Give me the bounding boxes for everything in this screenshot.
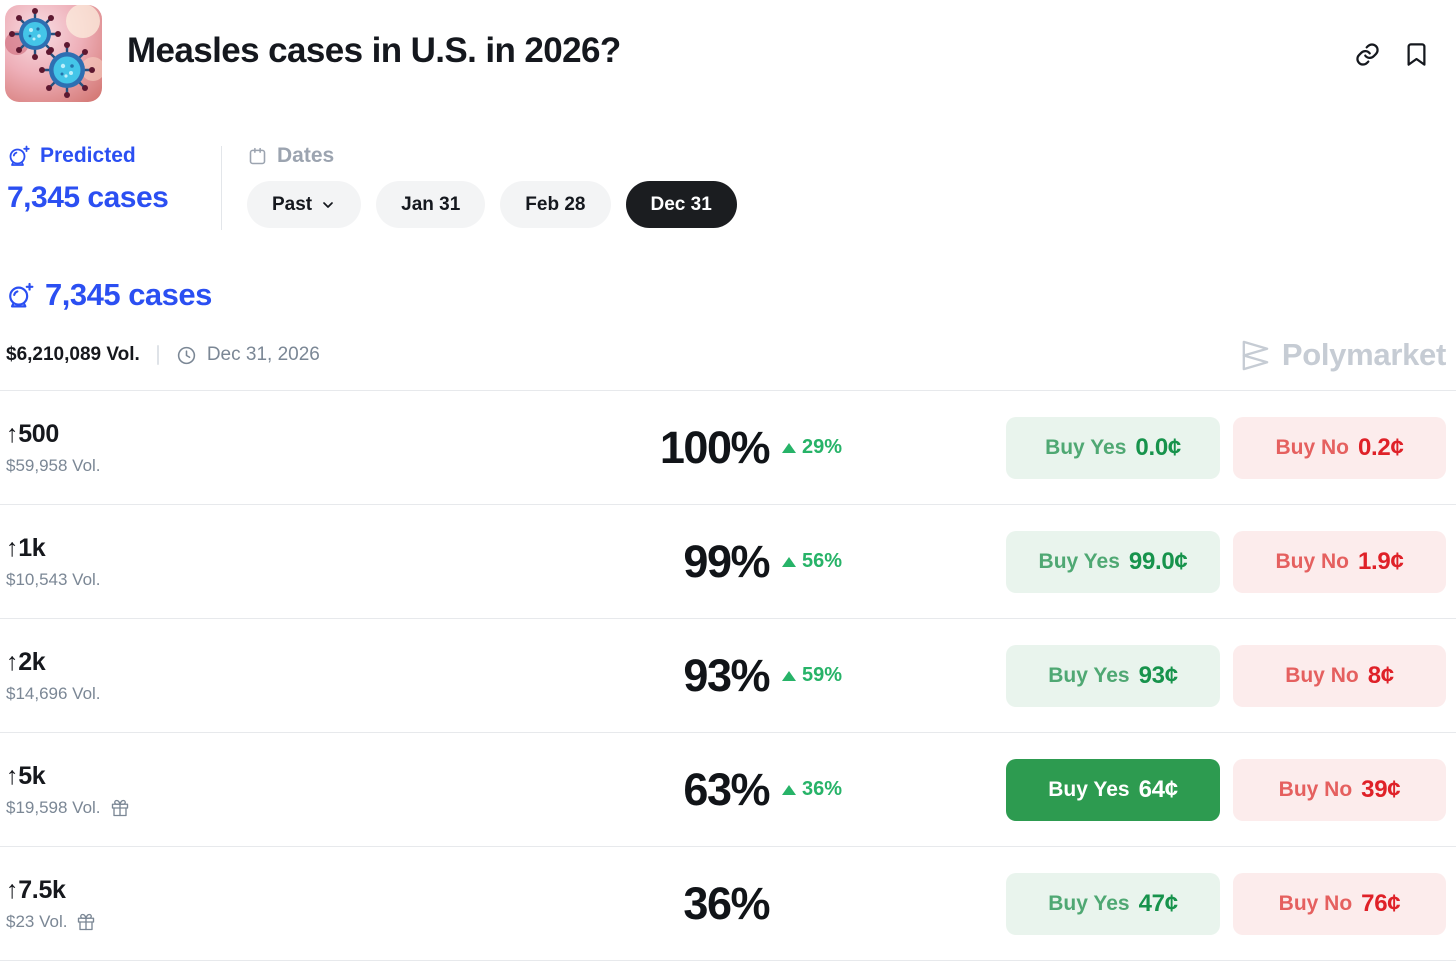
page-title: Measles cases in U.S. in 2026? (127, 31, 621, 70)
outcome-row: ↑7.5k $23 Vol. 36% (0, 847, 1456, 961)
gift-icon (77, 913, 95, 931)
crystal-ball-icon (9, 145, 30, 166)
date-filter-dec31[interactable]: Dec 31 (625, 181, 737, 228)
buy-no-button[interactable]: Buy No 0.2¢ (1233, 416, 1446, 479)
outcome-name: ↑500 (6, 419, 60, 448)
chance-percentage: 63% (683, 763, 770, 815)
change-value: 59% (802, 664, 843, 686)
chance-percentage: 100% (659, 421, 771, 473)
outcome-row: ↑5k $19,598 Vol. 63% 36% (0, 733, 1456, 847)
crystal-ball-icon (9, 282, 34, 307)
outcome-row: ↑500 $59,958 Vol. 100% 29% (0, 391, 1456, 505)
date-filter-row: Past Jan 31 Feb 28 Dec 31 (247, 181, 737, 228)
bookmark-icon[interactable] (1403, 41, 1430, 68)
outcome-name: ↑2k (6, 647, 46, 676)
market-end-date: Dec 31, 2026 (206, 344, 320, 365)
chance-percentage: 36% (683, 877, 770, 929)
predicted-block: Predicted 7,345 cases (7, 144, 209, 215)
change-indicator: 29% (782, 436, 856, 459)
buy-yes-button[interactable]: Buy Yes 64¢ (1006, 758, 1220, 821)
change-value: 56% (802, 550, 843, 572)
market-predicted-value: 7,345 cases (45, 277, 212, 312)
buy-yes-button[interactable]: Buy Yes 99.0¢ (1006, 530, 1220, 593)
chance-percentage: 93% (683, 649, 770, 701)
dates-block: Dates Past Jan 31 Feb 28 Dec 31 (247, 144, 737, 228)
predicted-label: Predicted (40, 144, 136, 167)
vertical-divider (221, 146, 222, 230)
up-triangle-icon (782, 670, 796, 681)
chevron-down-icon (323, 201, 334, 208)
outcome-name: ↑7.5k (6, 875, 66, 904)
chance-percentage: 99% (683, 535, 770, 587)
date-filter-feb28[interactable]: Feb 28 (500, 181, 611, 228)
buy-yes-button[interactable]: Buy Yes 0.0¢ (1006, 416, 1220, 479)
virus-image (5, 5, 102, 102)
up-triangle-icon (782, 442, 796, 453)
market-predicted-heading: 7,345 cases (6, 277, 1456, 313)
buy-yes-button[interactable]: Buy Yes 47¢ (1006, 872, 1220, 935)
buy-no-button[interactable]: Buy No 1.9¢ (1233, 530, 1446, 593)
outcome-volume: $19,598 Vol. (6, 797, 101, 817)
outcome-name: ↑5k (6, 761, 46, 790)
market-meta: $6,210,089 Vol. Dec 31, 2026 Polymarket (6, 337, 1446, 373)
outcomes-list: ↑500 $59,958 Vol. 100% 29% (0, 390, 1456, 961)
header: Measles cases in U.S. in 2026? (0, 0, 1456, 102)
change-indicator: 56% (782, 550, 856, 573)
market-thumbnail (5, 5, 102, 102)
change-value: 36% (802, 778, 843, 800)
polymarket-wordmark: Polymarket (1281, 337, 1446, 372)
polymarket-watermark: Polymarket (1237, 337, 1446, 373)
outcome-row: ↑2k $14,696 Vol. 93% 59% (0, 619, 1456, 733)
change-indicator: 59% (782, 664, 856, 687)
buy-no-button[interactable]: Buy No 8¢ (1233, 644, 1446, 707)
header-actions (1354, 41, 1430, 68)
date-filter-jan31[interactable]: Jan 31 (376, 181, 486, 228)
polymarket-logo-icon (1242, 340, 1269, 370)
outcome-volume: $10,543 Vol. (6, 569, 101, 589)
date-filter-past[interactable]: Past (247, 181, 362, 228)
buy-no-button[interactable]: Buy No 76¢ (1233, 872, 1446, 935)
outcome-name: ↑1k (6, 533, 46, 562)
outcome-volume: $14,696 Vol. (6, 683, 101, 703)
calendar-icon (249, 147, 266, 164)
dates-label: Dates (277, 144, 335, 167)
outcome-volume: $23 Vol. (6, 911, 68, 931)
meta-divider (156, 345, 159, 365)
change-value: 29% (802, 436, 843, 458)
controls-bar: Predicted 7,345 cases Dates Past (7, 144, 1456, 230)
clock-icon (177, 346, 195, 364)
change-indicator: 36% (782, 778, 856, 801)
predicted-value: 7,345 cases (7, 181, 169, 214)
up-triangle-icon (782, 784, 796, 795)
market-volume: $6,210,089 Vol. (6, 344, 140, 365)
copy-link-icon[interactable] (1354, 41, 1381, 68)
outcome-volume: $59,958 Vol. (6, 455, 101, 475)
up-triangle-icon (782, 556, 796, 567)
gift-icon (111, 799, 129, 817)
buy-no-button[interactable]: Buy No 39¢ (1233, 758, 1446, 821)
buy-yes-button[interactable]: Buy Yes 93¢ (1006, 644, 1220, 707)
outcome-row: ↑1k $10,543 Vol. 99% 56% (0, 505, 1456, 619)
